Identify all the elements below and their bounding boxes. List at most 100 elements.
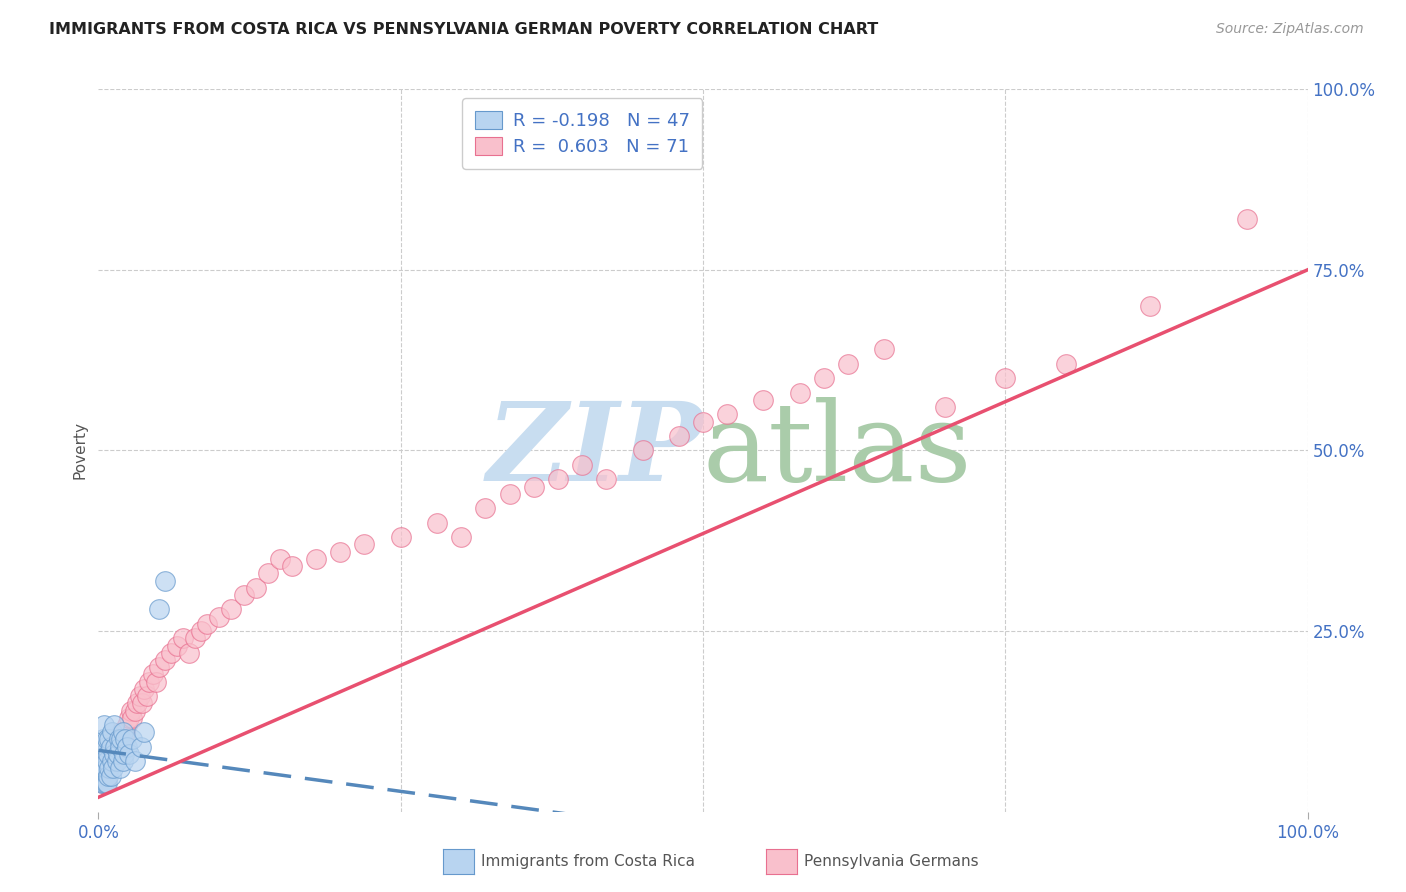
Point: [104, 739, 127, 754]
Point: [101, 747, 124, 761]
Point: [245, 581, 267, 595]
Point: [96, 732, 118, 747]
Point: [389, 530, 412, 544]
Point: [94, 761, 117, 775]
Point: [547, 472, 569, 486]
Point: [98, 732, 121, 747]
Point: [873, 343, 896, 357]
Point: [166, 639, 188, 653]
Point: [329, 544, 352, 558]
Point: [631, 443, 654, 458]
Point: [450, 530, 472, 544]
Point: [103, 718, 125, 732]
Point: [91, 776, 114, 790]
Point: [1054, 357, 1077, 371]
Point: [107, 747, 129, 761]
Point: [571, 458, 593, 472]
Point: [100, 725, 122, 739]
Point: [101, 761, 124, 775]
Point: [256, 566, 278, 581]
Point: [94, 776, 117, 790]
Point: [112, 747, 135, 761]
Point: [692, 415, 714, 429]
Point: [97, 747, 120, 761]
Point: [121, 711, 143, 725]
Point: [172, 632, 194, 646]
Point: [118, 747, 141, 761]
Point: [114, 725, 136, 739]
Point: [110, 732, 132, 747]
Point: [108, 739, 131, 754]
Point: [129, 739, 152, 754]
Point: [752, 392, 775, 407]
Point: [426, 516, 449, 530]
Point: [114, 732, 136, 747]
Point: [93, 747, 115, 761]
Point: [91, 754, 114, 768]
Point: [305, 551, 328, 566]
Point: [134, 681, 156, 696]
Point: [668, 429, 690, 443]
Point: [474, 501, 496, 516]
Point: [134, 725, 156, 739]
Point: [98, 747, 121, 761]
Text: atlas: atlas: [703, 397, 973, 504]
Point: [117, 739, 139, 754]
Point: [100, 769, 122, 783]
Point: [353, 537, 375, 551]
Point: [110, 725, 132, 739]
Point: [91, 747, 114, 761]
Point: [103, 747, 125, 761]
Point: [127, 696, 149, 710]
Point: [111, 732, 134, 747]
Text: Pennsylvania Germans: Pennsylvania Germans: [804, 855, 979, 869]
Point: [994, 371, 1017, 385]
Point: [184, 632, 207, 646]
Point: [108, 732, 131, 747]
Point: [128, 689, 150, 703]
Point: [595, 472, 617, 486]
Point: [96, 754, 118, 768]
Point: [94, 739, 117, 754]
Text: IMMIGRANTS FROM COSTA RICA VS PENNSYLVANIA GERMAN POVERTY CORRELATION CHART: IMMIGRANTS FROM COSTA RICA VS PENNSYLVAN…: [49, 22, 879, 37]
Point: [179, 646, 201, 660]
Point: [160, 646, 183, 660]
Point: [934, 400, 956, 414]
Point: [107, 732, 129, 747]
Point: [96, 754, 118, 768]
Point: [93, 718, 115, 732]
Point: [105, 747, 128, 761]
Point: [142, 667, 165, 681]
Point: [208, 609, 231, 624]
Y-axis label: Poverty: Poverty: [72, 421, 87, 480]
Point: [93, 776, 115, 790]
Point: [232, 588, 254, 602]
Text: ZIP: ZIP: [486, 397, 703, 504]
Point: [97, 769, 120, 783]
Point: [190, 624, 212, 639]
Point: [716, 407, 738, 421]
Point: [135, 689, 157, 703]
Point: [111, 754, 134, 768]
Point: [100, 739, 122, 754]
Point: [789, 385, 811, 400]
Point: [93, 761, 115, 775]
Point: [498, 487, 520, 501]
Point: [145, 674, 167, 689]
Point: [153, 574, 176, 588]
Point: [96, 776, 118, 790]
Point: [91, 732, 114, 747]
Point: [91, 761, 114, 775]
Point: [97, 761, 120, 775]
Point: [98, 761, 121, 775]
Point: [94, 769, 117, 783]
Point: [91, 769, 114, 783]
Point: [103, 732, 125, 747]
Point: [100, 754, 122, 768]
Point: [269, 551, 291, 566]
Point: [91, 776, 114, 790]
Point: [124, 754, 146, 768]
Point: [121, 732, 143, 747]
Point: [523, 480, 546, 494]
Point: [153, 653, 176, 667]
